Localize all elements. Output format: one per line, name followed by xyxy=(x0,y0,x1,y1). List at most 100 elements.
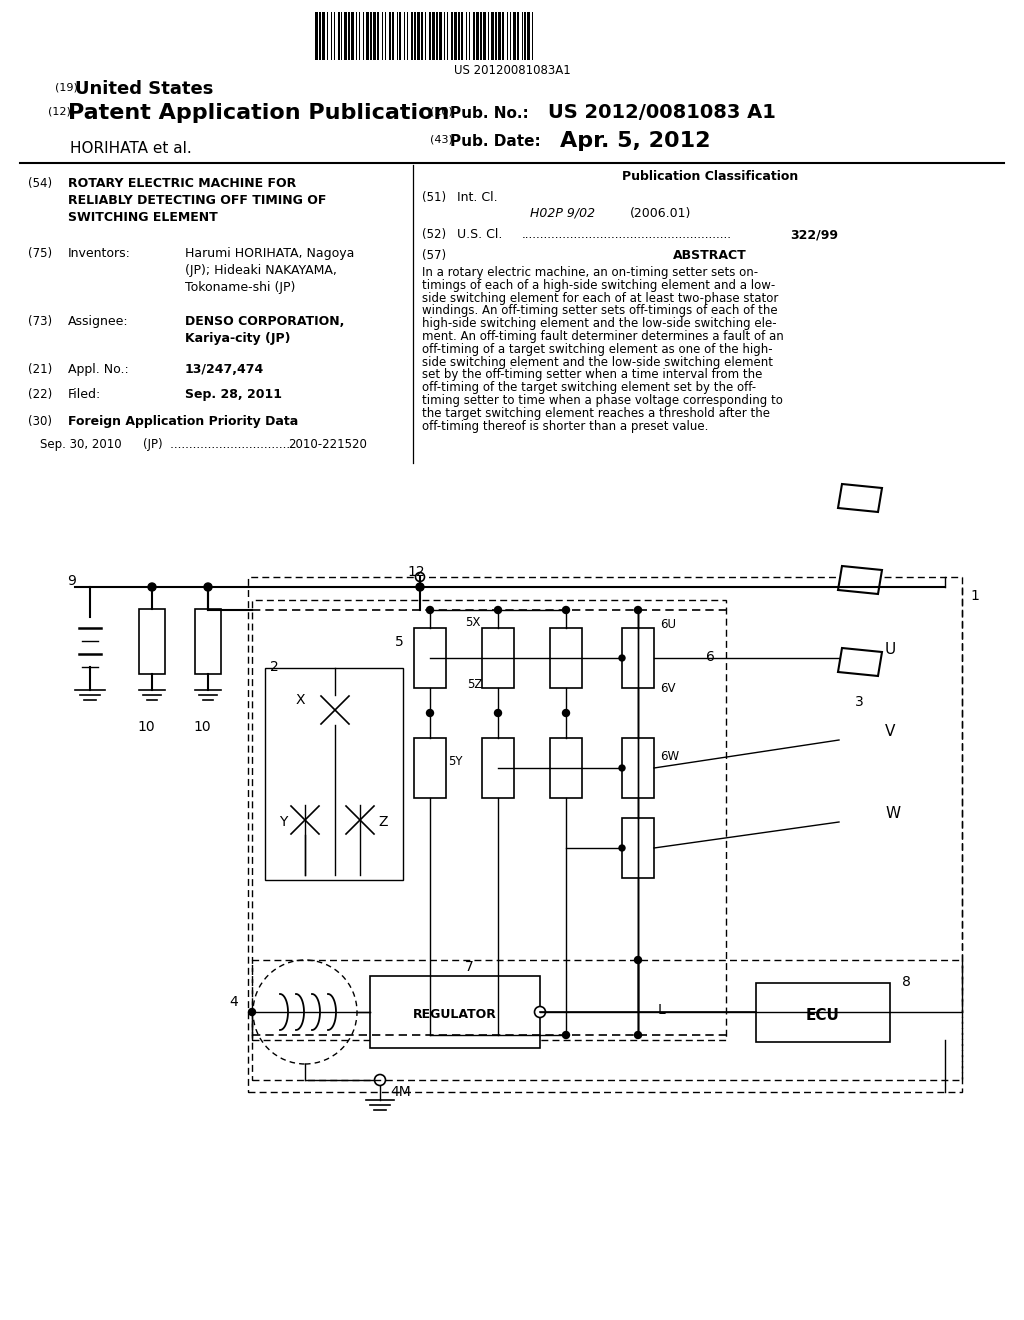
Polygon shape xyxy=(838,484,882,512)
Text: (54): (54) xyxy=(28,177,52,190)
Text: United States: United States xyxy=(75,81,213,98)
Text: (22): (22) xyxy=(28,388,52,401)
Bar xyxy=(454,12,457,59)
Text: ABSTRACT: ABSTRACT xyxy=(673,249,746,261)
Circle shape xyxy=(562,1031,569,1039)
Text: DENSO CORPORATION,
Kariya-city (JP): DENSO CORPORATION, Kariya-city (JP) xyxy=(185,315,344,345)
Text: X: X xyxy=(296,693,305,708)
Circle shape xyxy=(427,606,433,614)
Circle shape xyxy=(416,583,424,591)
Text: L: L xyxy=(658,1003,666,1016)
Circle shape xyxy=(375,1074,385,1085)
Text: V: V xyxy=(885,725,895,739)
Bar xyxy=(498,12,501,59)
Text: Sep. 30, 2010: Sep. 30, 2010 xyxy=(40,438,122,451)
Bar xyxy=(550,738,582,799)
Bar xyxy=(524,12,526,59)
Text: HORIHATA et al.: HORIHATA et al. xyxy=(70,141,191,156)
Text: (75): (75) xyxy=(28,247,52,260)
Bar xyxy=(421,12,423,59)
Bar xyxy=(348,12,350,59)
Circle shape xyxy=(416,573,425,582)
Bar xyxy=(482,628,514,688)
Text: Harumi HORIHATA, Nagoya
(JP); Hideaki NAKAYAMA,
Tokoname-shi (JP): Harumi HORIHATA, Nagoya (JP); Hideaki NA… xyxy=(185,247,354,294)
Circle shape xyxy=(562,606,569,614)
Text: Apr. 5, 2012: Apr. 5, 2012 xyxy=(560,131,711,150)
Text: (2006.01): (2006.01) xyxy=(630,207,691,220)
Text: (21): (21) xyxy=(28,363,52,376)
Text: 10: 10 xyxy=(194,719,211,734)
Text: 8: 8 xyxy=(902,975,911,989)
Text: Appl. No.:: Appl. No.: xyxy=(68,363,129,376)
Circle shape xyxy=(427,710,433,717)
Bar xyxy=(252,960,962,1080)
Text: U: U xyxy=(885,643,896,657)
Text: 4: 4 xyxy=(229,995,238,1008)
Bar xyxy=(480,12,482,59)
Bar xyxy=(461,12,463,59)
Bar xyxy=(436,12,438,59)
Text: 4M: 4M xyxy=(390,1085,411,1100)
Text: Y: Y xyxy=(279,814,287,829)
Bar xyxy=(399,12,401,59)
Text: H02P 9/02: H02P 9/02 xyxy=(530,207,595,220)
Text: ment. An off-timing fault determiner determines a fault of an: ment. An off-timing fault determiner det… xyxy=(422,330,783,343)
Text: Pub. Date:: Pub. Date: xyxy=(450,135,541,149)
Bar xyxy=(473,12,475,59)
Circle shape xyxy=(562,710,569,717)
Text: REGULATOR: REGULATOR xyxy=(413,1008,497,1022)
Text: Assignee:: Assignee: xyxy=(68,315,129,327)
Bar xyxy=(265,668,403,880)
Text: the target switching element reaches a threshold after the: the target switching element reaches a t… xyxy=(422,407,770,420)
Bar xyxy=(482,738,514,799)
Bar xyxy=(377,12,379,59)
Polygon shape xyxy=(838,648,882,676)
Text: U.S. Cl.: U.S. Cl. xyxy=(457,228,503,242)
Polygon shape xyxy=(838,566,882,594)
Bar xyxy=(490,12,494,59)
Bar xyxy=(458,12,460,59)
Text: ........................................................: ........................................… xyxy=(522,228,732,242)
Text: (JP)  .................................: (JP) ................................. xyxy=(143,438,294,451)
Text: off-timing thereof is shorter than a preset value.: off-timing thereof is shorter than a pre… xyxy=(422,420,709,433)
Bar xyxy=(527,12,530,59)
Bar xyxy=(315,12,318,59)
Text: (57): (57) xyxy=(422,249,446,261)
Text: (51): (51) xyxy=(422,191,446,205)
Text: 13/247,474: 13/247,474 xyxy=(185,363,264,376)
Text: Inventors:: Inventors: xyxy=(68,247,131,260)
Circle shape xyxy=(495,606,502,614)
Bar xyxy=(432,12,435,59)
Bar xyxy=(373,12,376,59)
Text: windings. An off-timing setter sets off-timings of each of the: windings. An off-timing setter sets off-… xyxy=(422,305,777,317)
Circle shape xyxy=(618,845,625,851)
Text: Int. Cl.: Int. Cl. xyxy=(457,191,498,205)
Bar xyxy=(139,609,165,675)
Text: 6V: 6V xyxy=(660,682,676,696)
Text: W: W xyxy=(885,807,900,821)
Bar xyxy=(429,12,431,59)
Bar xyxy=(502,12,504,59)
Text: (19): (19) xyxy=(55,83,78,92)
Text: Publication Classification: Publication Classification xyxy=(622,170,798,183)
Text: 5Z: 5Z xyxy=(467,678,482,690)
Text: (12): (12) xyxy=(48,106,71,116)
Bar xyxy=(351,12,354,59)
Text: set by the off-timing setter when a time interval from the: set by the off-timing setter when a time… xyxy=(422,368,763,381)
Text: (52): (52) xyxy=(422,228,446,242)
Bar xyxy=(550,628,582,688)
Circle shape xyxy=(427,1031,433,1039)
Bar xyxy=(517,12,519,59)
Bar xyxy=(366,12,369,59)
Circle shape xyxy=(249,1008,256,1015)
Text: Pub. No.:: Pub. No.: xyxy=(450,106,528,121)
Bar xyxy=(414,628,446,688)
Bar xyxy=(411,12,413,59)
Circle shape xyxy=(148,583,156,591)
Circle shape xyxy=(635,957,641,964)
Text: Patent Application Publication: Patent Application Publication xyxy=(68,103,450,123)
Text: 5X: 5X xyxy=(465,616,480,630)
Circle shape xyxy=(535,1006,546,1018)
Text: (43): (43) xyxy=(430,135,453,144)
Text: Foreign Application Priority Data: Foreign Application Priority Data xyxy=(68,414,298,428)
